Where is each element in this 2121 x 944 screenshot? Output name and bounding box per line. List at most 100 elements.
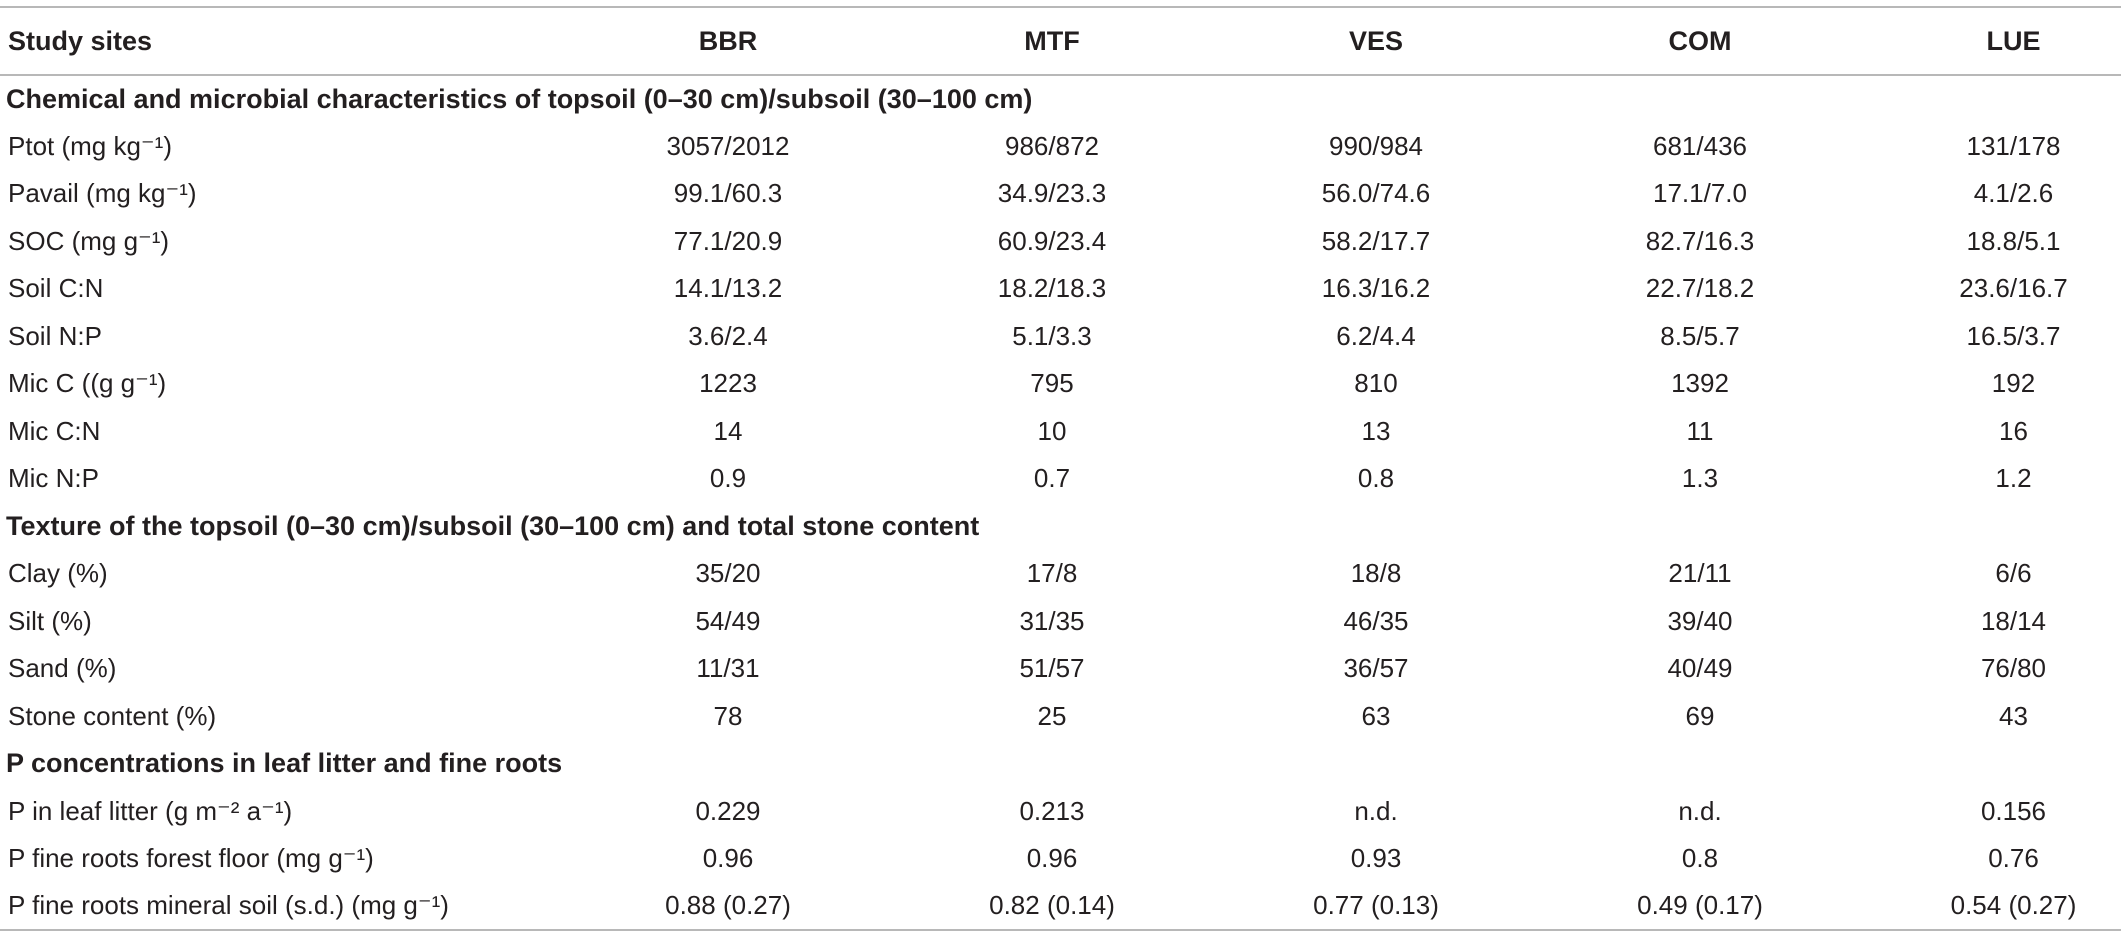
cell-value: 99.1/60.3	[673, 178, 783, 209]
cell-value: 31/35	[1019, 605, 1085, 636]
table-row: P fine roots mineral soil (s.d.) (mg g⁻¹…	[0, 882, 2121, 931]
table-row: Pavail (mg kg⁻¹) 99.1/60.3 34.9/23.3 56.0/7…	[0, 170, 2121, 218]
section-header-row: Chemical and microbial characteristics o…	[0, 75, 2121, 123]
cell-value: 6/6	[1995, 558, 2032, 589]
header-study-sites: Study sites	[0, 6, 566, 76]
cell-value: 14.1/13.2	[673, 273, 783, 304]
cell-value: 39/40	[1667, 605, 1733, 636]
cell-value: 795	[1030, 368, 1074, 399]
row-label: Mic N:P	[8, 463, 99, 494]
cell-value: 0.7	[1033, 463, 1071, 494]
header-mtf: MTF	[890, 6, 1214, 76]
table-row: Mic C:N 14 10 13 11 16	[0, 408, 2121, 456]
cell-value: 17/8	[1026, 558, 1078, 589]
row-label: Clay (%)	[8, 558, 108, 589]
section-title: Texture of the topsoil (0–30 cm)/subsoil…	[6, 510, 980, 541]
row-label: Stone content (%)	[8, 700, 217, 731]
cell-value: 0.9	[709, 463, 747, 494]
row-label: Ptot (mg kg⁻¹)	[8, 130, 172, 161]
cell-value: 1.2	[1995, 463, 2032, 494]
cell-value: 46/35	[1343, 605, 1409, 636]
cell-value: 54/49	[695, 605, 761, 636]
cell-value: 1392	[1671, 368, 1729, 399]
cell-value: n.d.	[1678, 795, 1722, 826]
cell-value: 3057/2012	[666, 130, 790, 161]
table-row: Stone content (%) 78 25 63 69 43	[0, 693, 2121, 741]
cell-value: 40/49	[1667, 653, 1733, 684]
header-ves: VES	[1214, 6, 1538, 76]
cell-value: 18/14	[1980, 605, 2047, 636]
row-label: P fine roots mineral soil (s.d.) (mg g⁻¹…	[0, 882, 566, 931]
cell-value: 21/11	[1668, 558, 1732, 589]
row-label: Silt (%)	[8, 605, 92, 636]
cell-value: 13	[1361, 415, 1391, 446]
row-label: SOC (mg g⁻¹)	[8, 225, 170, 256]
cell-value: 23.6/16.7	[1959, 273, 2068, 304]
cell-value: 14	[713, 415, 743, 446]
cell-value: 3.6/2.4	[688, 320, 768, 351]
header-lue: LUE	[1862, 6, 2121, 76]
cell-value: 16	[1999, 415, 2028, 446]
section-header-row: P concentrations in leaf litter and fine…	[0, 740, 2121, 788]
cell-value: 11/31	[696, 653, 760, 684]
section-title: P concentrations in leaf litter and fine…	[6, 748, 563, 779]
cell-value: 1.3	[1681, 463, 1719, 494]
cell-value: 0.229	[695, 795, 761, 826]
soil-characteristics-table: Study sites BBR MTF VES COM LUE Chemical…	[0, 6, 2121, 931]
table-body: Chemical and microbial characteristics o…	[0, 75, 2121, 931]
cell-value: 0.77 (0.13)	[1214, 882, 1538, 931]
cell-value: n.d.	[1354, 795, 1398, 826]
row-label: Soil N:P	[8, 320, 102, 351]
row-label: Sand (%)	[8, 653, 117, 684]
cell-value: 6.2/4.4	[1336, 320, 1416, 351]
cell-value: 0.213	[1019, 795, 1085, 826]
cell-value: 1223	[699, 368, 757, 399]
cell-value: 18.2/18.3	[997, 273, 1107, 304]
cell-value: 192	[1991, 368, 2036, 399]
cell-value: 0.96	[1026, 843, 1078, 874]
cell-value: 8.5/5.7	[1660, 320, 1740, 351]
table-row: Soil N:P 3.6/2.4 5.1/3.3 6.2/4.4 8.5/5.7 16.5…	[0, 313, 2121, 361]
row-label: Mic C ((g g⁻¹)	[8, 368, 167, 399]
header-row: Study sites BBR MTF VES COM LUE	[0, 6, 2121, 76]
cell-value: 34.9/23.3	[997, 178, 1107, 209]
cell-value: 16.3/16.2	[1321, 273, 1431, 304]
cell-value: 4.1/2.6	[1973, 178, 2054, 209]
section-title: Chemical and microbial characteristics o…	[6, 83, 1033, 114]
cell-value: 36/57	[1343, 653, 1409, 684]
section-header-row: Texture of the topsoil (0–30 cm)/subsoil…	[0, 503, 2121, 551]
row-label: Soil C:N	[8, 273, 104, 304]
cell-value: 17.1/7.0	[1653, 178, 1747, 209]
row-label: P in leaf litter (g m⁻² a⁻¹)	[8, 795, 293, 826]
cell-value: 5.1/3.3	[1012, 320, 1092, 351]
table-row: Clay (%) 35/20 17/8 18/8 21/11 6/6	[0, 550, 2121, 598]
cell-value: 58.2/17.7	[1321, 225, 1431, 256]
row-label: Mic C:N	[8, 415, 101, 446]
cell-value: 16.5/3.7	[1966, 320, 2061, 351]
cell-value: 63	[1361, 700, 1391, 731]
cell-value: 11	[1686, 415, 1714, 446]
cell-value: 131/178	[1966, 130, 2061, 161]
cell-value: 0.82 (0.14)	[890, 882, 1214, 931]
cell-value: 18/8	[1350, 558, 1402, 589]
table-row: Silt (%) 54/49 31/35 46/35 39/40 18/14	[0, 598, 2121, 646]
table-row: SOC (mg g⁻¹) 77.1/20.9 60.9/23.4 58.2/17.7 8…	[0, 218, 2121, 266]
table-row: Sand (%) 11/31 51/57 36/57 40/49 76/80	[0, 645, 2121, 693]
cell-value: 82.7/16.3	[1645, 225, 1755, 256]
cell-value: 43	[1999, 700, 2028, 731]
cell-value: 0.96	[702, 843, 754, 874]
header-com: COM	[1538, 6, 1862, 76]
table-row: Ptot (mg kg⁻¹) 3057/2012 986/872 990/984 681…	[0, 123, 2121, 171]
cell-value: 22.7/18.2	[1645, 273, 1755, 304]
cell-value: 0.88 (0.27)	[566, 882, 890, 931]
cell-value: 0.76	[1988, 843, 2039, 874]
header-bbr: BBR	[566, 6, 890, 76]
cell-value: 35/20	[695, 558, 761, 589]
cell-value: 60.9/23.4	[997, 225, 1107, 256]
cell-value: 25	[1037, 700, 1067, 731]
table-row: P fine roots forest floor (mg g⁻¹) 0.96 0.…	[0, 835, 2121, 883]
cell-value: 0.156	[1980, 795, 2047, 826]
cell-value: 69	[1685, 700, 1715, 731]
cell-value: 56.0/74.6	[1321, 178, 1431, 209]
cell-value: 0.8	[1357, 463, 1395, 494]
